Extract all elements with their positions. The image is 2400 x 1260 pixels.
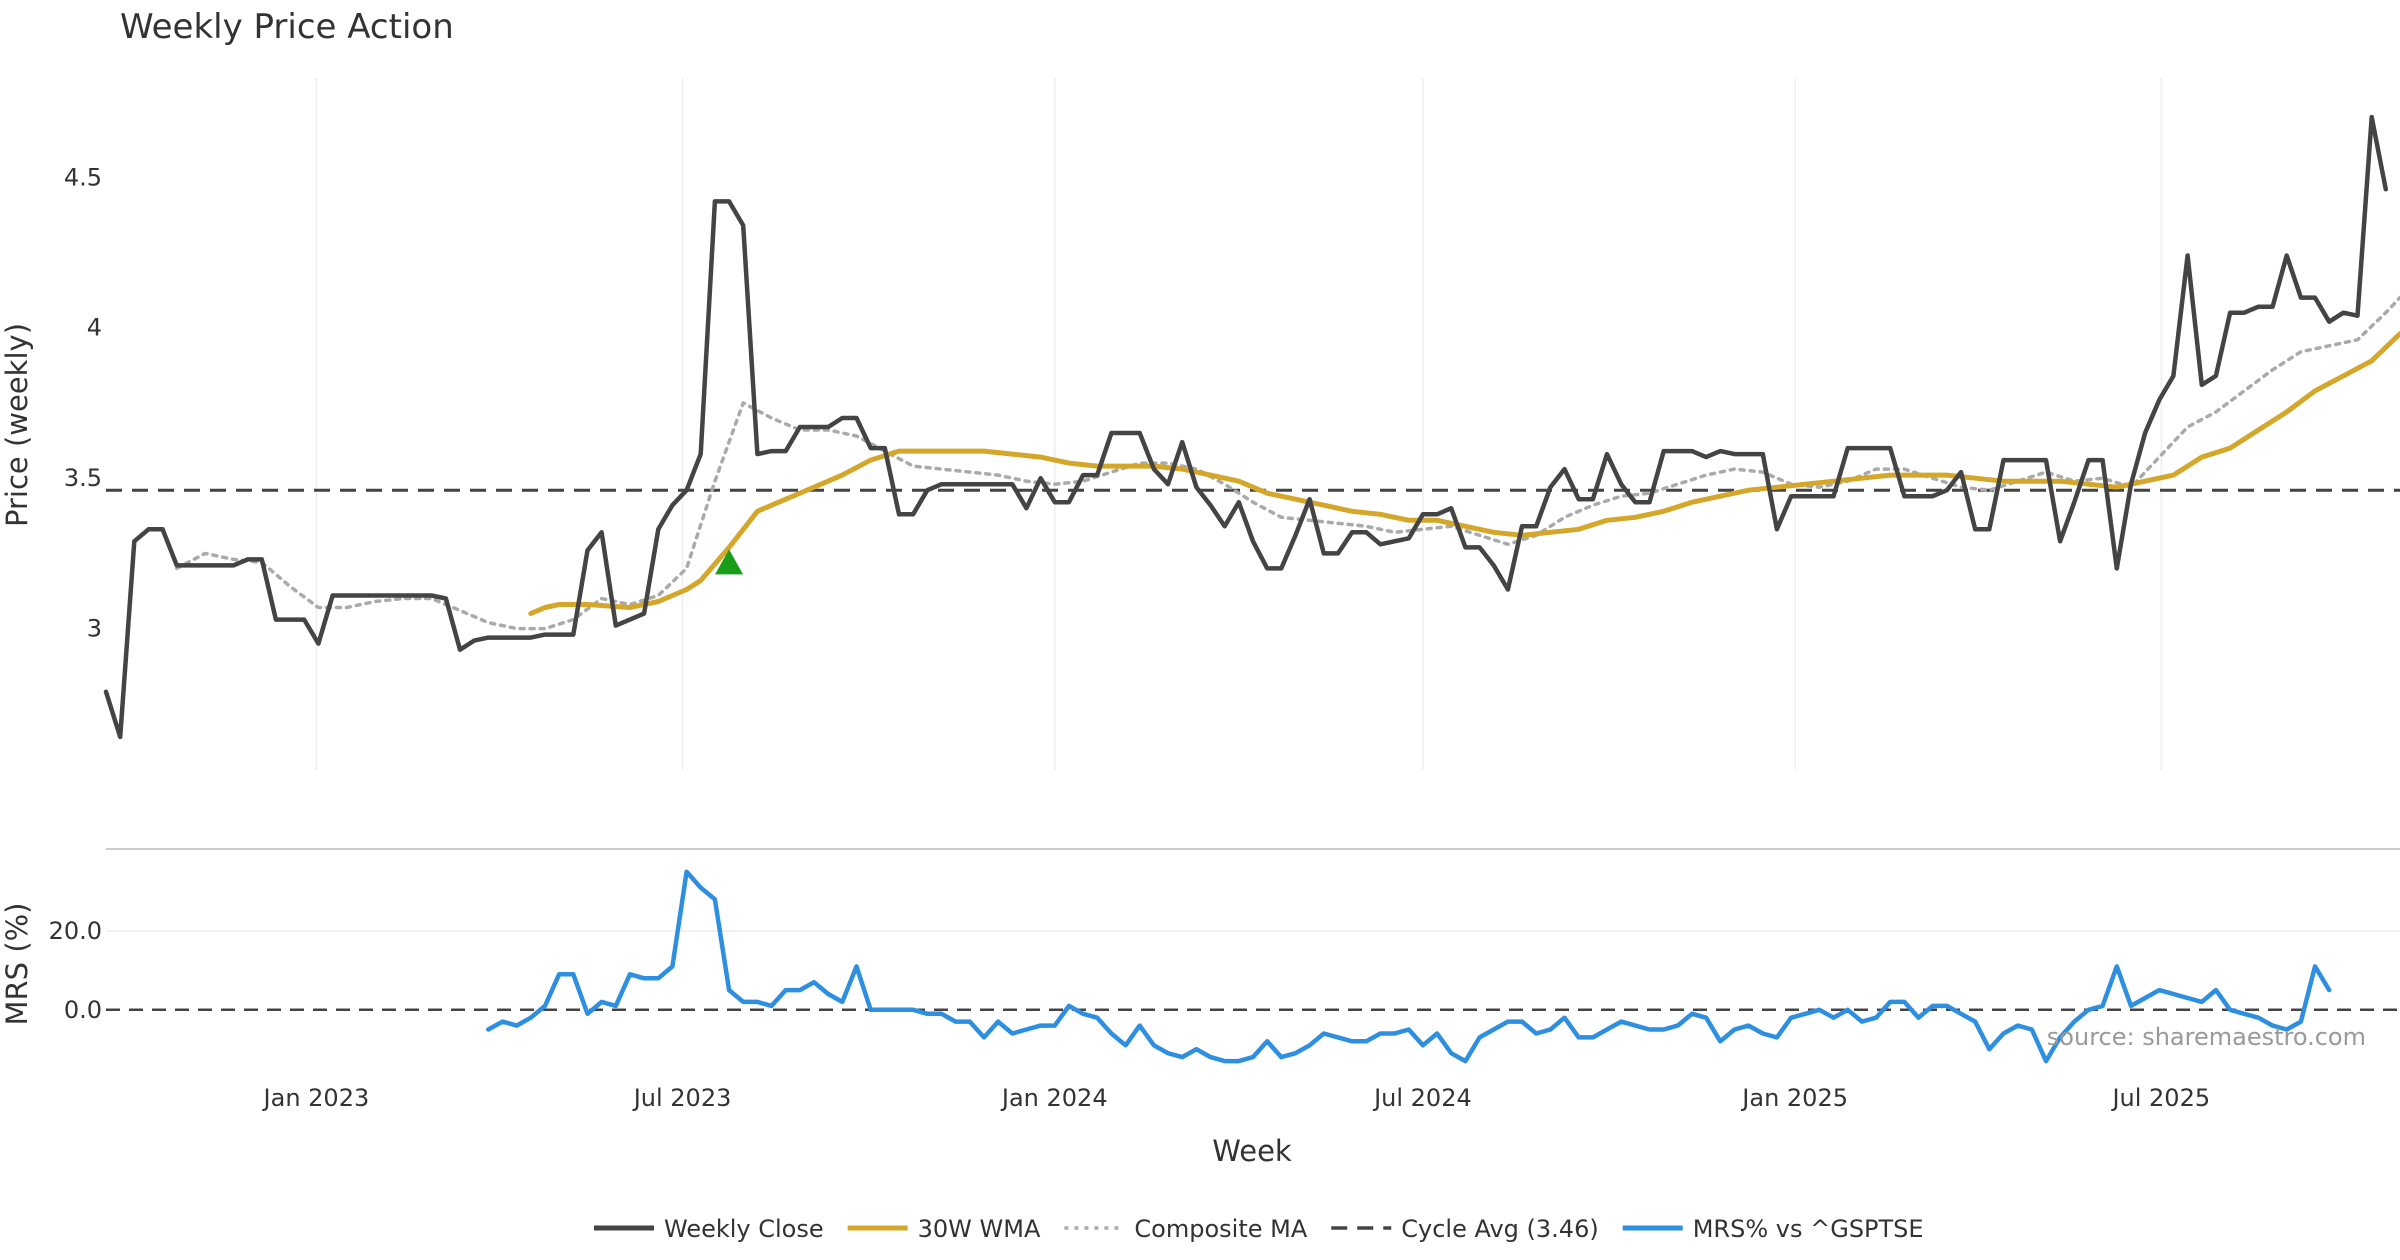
legend-label-1: 30W WMA [918, 1215, 1041, 1243]
legend: Weekly Close 30W WMA Composite MA Cycle Avg… [594, 1215, 1924, 1243]
price-y-axis-title: Price (weekly) [0, 323, 34, 527]
source-note: source: sharemaestro.com [2047, 1023, 2366, 1051]
mrs-line [486, 869, 2332, 1064]
price-y-tick-label: 3 [87, 615, 102, 643]
mrs-y-tick-label: 0.0 [64, 996, 102, 1024]
legend-label-3: Cycle Avg (3.46) [1401, 1215, 1598, 1243]
chart-title: Weekly Price Action [120, 7, 454, 47]
buy-signal-marker [715, 549, 744, 575]
price-y-ticks: 3 3.5 4 4.5 [64, 163, 102, 642]
weekly-close-line [103, 114, 2389, 740]
x-tick-label: Jul 2023 [632, 1084, 732, 1112]
wma-30w-line [528, 331, 2400, 616]
legend-label-4: MRS% vs ^GSPTSE [1693, 1215, 1924, 1243]
mrs-y-ticks: 0.0 20.0 [49, 917, 102, 1024]
x-tick-label: Jul 2024 [1372, 1084, 1472, 1112]
x-tick-label: Jan 2024 [1000, 1084, 1108, 1112]
x-tick-label: Jul 2025 [2110, 1084, 2210, 1112]
x-tick-label: Jan 2023 [262, 1084, 370, 1112]
signal-marker-layer [715, 549, 744, 575]
price-y-tick-label: 3.5 [64, 464, 102, 492]
legend-label-0: Weekly Close [664, 1215, 824, 1243]
mrs-y-axis-title: MRS (%) [0, 903, 34, 1026]
composite-ma-line [175, 295, 2400, 631]
price-y-tick-label: 4.5 [64, 163, 102, 191]
legend-label-2: Composite MA [1134, 1215, 1307, 1243]
price-lines [103, 114, 2400, 740]
price-y-tick-label: 4 [87, 314, 102, 342]
x-axis-title: Week [1212, 1134, 1292, 1168]
mrs-grid [106, 930, 2400, 1012]
x-tick-label: Jan 2025 [1740, 1084, 1848, 1112]
mrs-y-tick-label: 20.0 [49, 917, 102, 945]
mrs-lines [486, 869, 2332, 1064]
x-axis-ticks: Jan 2023 Jul 2023 Jan 2024 Jul 2024 Jan 2025… [262, 1084, 2211, 1112]
price-grid [315, 78, 2163, 770]
